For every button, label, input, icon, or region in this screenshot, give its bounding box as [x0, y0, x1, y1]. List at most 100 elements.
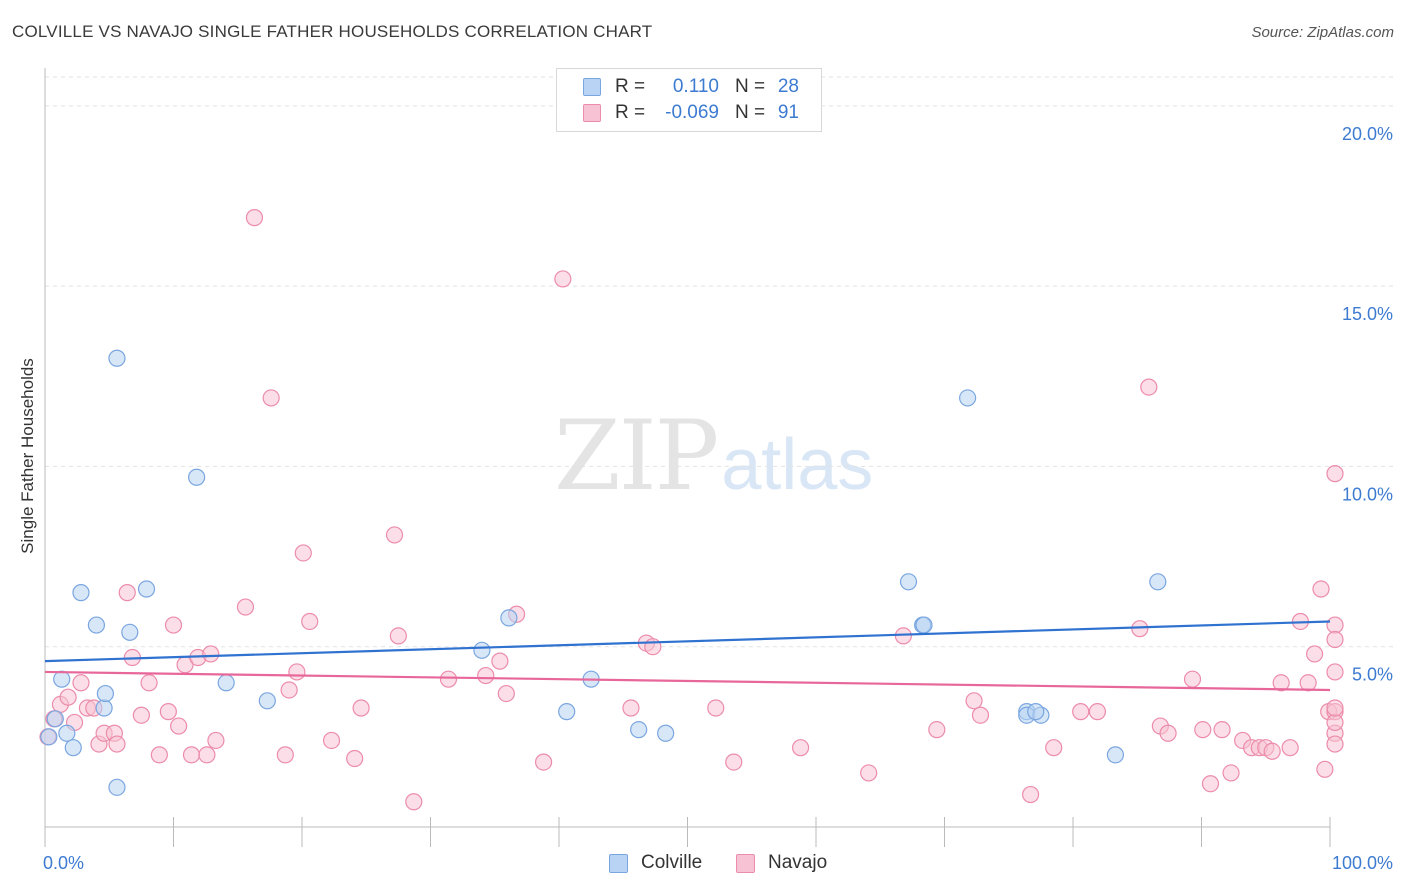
navajo-point: [534, 753, 553, 771]
navajo-point: [262, 389, 280, 407]
navajo-point: [791, 739, 810, 757]
navajo-point: [439, 670, 458, 688]
n-value: 28: [777, 76, 799, 97]
chart-title: COLVILLE VS NAVAJO SINGLE FATHER HOUSEHO…: [12, 22, 653, 41]
navajo-points: [39, 209, 1344, 811]
navajo-point: [1045, 739, 1063, 757]
y-tick-label: 10.0%: [1342, 484, 1393, 504]
navajo-point: [725, 753, 743, 771]
colville-point: [137, 580, 156, 598]
navajo-point: [1281, 739, 1299, 757]
navajo-point: [965, 692, 983, 710]
navajo-point: [132, 706, 150, 724]
colville-swatch: [583, 78, 601, 96]
series-legend: Colville Navajo: [0, 852, 1406, 878]
navajo-point: [207, 731, 225, 750]
navajo-point: [1201, 775, 1220, 793]
watermark-zip: ZIP: [554, 400, 719, 512]
navajo-point: [352, 699, 370, 717]
navajo-swatch: [736, 854, 755, 873]
navajo-point: [971, 706, 990, 724]
navajo-point: [276, 746, 294, 764]
navajo-point: [928, 721, 946, 739]
x-tick-label: 100.0%: [1332, 853, 1393, 873]
legend-label: Colville: [641, 852, 703, 873]
navajo-point: [1299, 674, 1317, 692]
colville-point: [87, 616, 106, 634]
watermark-atlas: atlas: [721, 425, 874, 505]
navajo-point: [245, 209, 264, 227]
navajo-point: [301, 612, 319, 631]
colville-point: [630, 721, 648, 739]
navajo-point: [59, 688, 77, 706]
navajo-point: [1263, 742, 1281, 760]
navajo-point: [164, 616, 183, 634]
colville-point: [500, 609, 518, 627]
navajo-point: [346, 749, 364, 768]
navajo-point: [202, 645, 220, 663]
colville-point: [96, 684, 114, 703]
navajo-point: [1316, 760, 1334, 778]
chart-source: Source: ZipAtlas.com: [1251, 24, 1394, 41]
navajo-point: [497, 684, 515, 703]
colville-point: [1106, 746, 1125, 764]
navajo-point: [280, 681, 298, 699]
colville-point: [959, 389, 977, 407]
trend-lines: [44, 620, 1331, 692]
navajo-point: [1194, 721, 1212, 739]
navajo-point: [72, 674, 90, 692]
navajo-point: [1305, 645, 1324, 663]
navajo-point: [198, 746, 216, 764]
colville-swatch: [609, 854, 628, 873]
navajo-trend-line: [44, 670, 1331, 692]
navajo-point: [1159, 724, 1177, 742]
colville-point: [188, 468, 206, 486]
gridlines: [45, 76, 1393, 648]
colville-point: [46, 710, 64, 728]
navajo-point: [1326, 616, 1344, 634]
colville-point: [40, 728, 58, 746]
navajo-point: [1021, 785, 1040, 804]
n-value: 91: [777, 102, 799, 123]
watermark: ZIPatlas: [554, 400, 873, 512]
navajo-point: [491, 652, 509, 670]
navajo-point: [622, 699, 640, 717]
navajo-point: [860, 764, 878, 782]
y-tick-label: 20.0%: [1342, 124, 1393, 144]
y-axis-title: Single Father Households: [18, 358, 37, 554]
navajo-point: [294, 544, 312, 562]
navajo-point: [118, 584, 136, 602]
colville-point: [258, 692, 276, 710]
colville-point: [217, 674, 235, 692]
y-tick-label: 15.0%: [1342, 304, 1393, 324]
legend-row-colville: R = 0.110 N = 28: [557, 74, 821, 100]
colville-point: [64, 739, 82, 757]
r-value: 0.110: [672, 76, 719, 97]
colville-point: [95, 699, 113, 717]
navajo-point: [1272, 674, 1290, 692]
navajo-point: [236, 598, 255, 616]
navajo-point: [1326, 735, 1344, 753]
r-value: -0.069: [665, 102, 719, 123]
navajo-point: [1088, 703, 1107, 721]
x-tick-label: 0.0%: [43, 853, 84, 873]
navajo-point: [1072, 703, 1090, 721]
navajo-point: [385, 526, 404, 544]
axes: [44, 68, 1331, 847]
navajo-point: [477, 666, 495, 685]
navajo-point: [1213, 721, 1231, 739]
colville-point: [108, 778, 126, 796]
navajo-point: [182, 746, 201, 764]
colville-point: [72, 584, 90, 602]
navajo-point: [1140, 378, 1158, 396]
navajo-point: [1326, 713, 1344, 732]
navajo-point: [1326, 630, 1344, 649]
correlation-legend: R = 0.110 N = 28 R = -0.069 N = 91: [556, 68, 822, 132]
colville-point: [1027, 703, 1045, 721]
y-tick-label: 5.0%: [1352, 665, 1393, 685]
navajo-point: [140, 674, 158, 692]
navajo-point: [389, 627, 407, 645]
navajo-point: [1183, 670, 1202, 688]
n-label: N =: [735, 76, 766, 97]
